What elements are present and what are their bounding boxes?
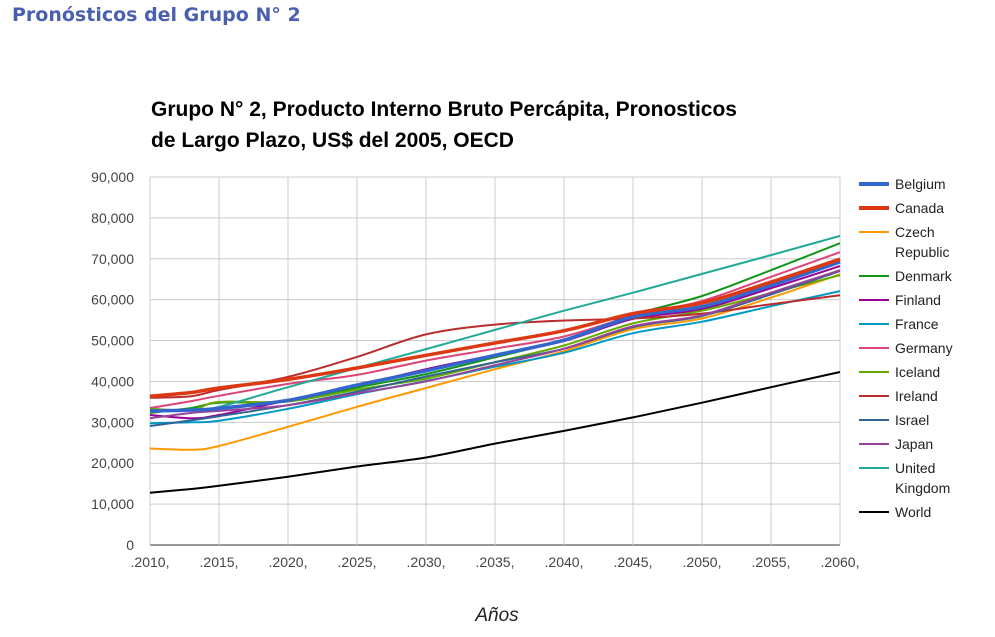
series-line-czech-republic xyxy=(149,273,841,451)
legend-label: World xyxy=(895,504,931,520)
legend-item[interactable]: Finland xyxy=(859,292,941,308)
legend-label: Belgium xyxy=(895,176,946,192)
gridlines xyxy=(149,176,841,546)
y-tick-label: 0 xyxy=(126,537,134,553)
legend-item[interactable]: United Kingdom xyxy=(859,460,950,496)
legend-label: Japan xyxy=(895,436,933,452)
legend-item[interactable]: France xyxy=(859,316,939,332)
legend-item[interactable]: Japan xyxy=(859,436,933,452)
legend-label: Denmark xyxy=(895,268,953,284)
y-tick-label: 80,000 xyxy=(91,210,134,226)
series-lines xyxy=(149,234,841,494)
series-line-germany xyxy=(149,251,841,409)
chart-title-line-1: Grupo N° 2, Producto Interno Bruto Percá… xyxy=(151,98,737,121)
page-heading: Pronósticos del Grupo N° 2 xyxy=(12,4,301,26)
legend-item[interactable]: Denmark xyxy=(859,268,953,284)
y-tick-label: 30,000 xyxy=(91,414,134,430)
x-tick-label: .2050, xyxy=(683,554,722,570)
series-line-canada xyxy=(149,257,841,398)
legend-item[interactable]: Ireland xyxy=(859,388,938,404)
y-tick-label: 10,000 xyxy=(91,496,134,512)
x-tick-label: .2045, xyxy=(614,554,653,570)
legend-label: France xyxy=(895,316,939,332)
y-tick-label: 50,000 xyxy=(91,333,134,349)
chart-title: Grupo N° 2, Producto Interno Bruto Percá… xyxy=(151,94,841,156)
legend: Belgium Canada Czech Republic Denmark Finland… xyxy=(859,176,953,520)
x-axis-label: Años xyxy=(474,605,519,626)
legend-item[interactable]: Israel xyxy=(859,412,929,428)
legend-label: Finland xyxy=(895,292,941,308)
legend-item[interactable]: World xyxy=(859,504,931,520)
x-tick-label: .2020, xyxy=(269,554,308,570)
x-tick-label: .2015, xyxy=(200,554,239,570)
y-tick-label: 20,000 xyxy=(91,455,134,471)
series-line-belgium xyxy=(149,260,841,413)
x-tick-label: .2010, xyxy=(131,554,170,570)
legend-label: Kingdom xyxy=(895,480,950,496)
x-tick-label: .2040, xyxy=(545,554,584,570)
legend-label: Iceland xyxy=(895,364,940,380)
series-line-iceland xyxy=(149,274,841,412)
legend-label: Czech xyxy=(895,224,935,240)
legend-item[interactable]: Canada xyxy=(859,200,944,216)
y-tick-label: 70,000 xyxy=(91,251,134,267)
legend-label: Israel xyxy=(895,412,929,428)
x-tick-label: .2025, xyxy=(338,554,377,570)
legend-label: United xyxy=(895,460,935,476)
legend-label: Ireland xyxy=(895,388,938,404)
legend-label: Canada xyxy=(895,200,944,216)
legend-label: Republic xyxy=(895,244,949,260)
x-tick-label: .2030, xyxy=(407,554,446,570)
y-axis-ticks: 0 10,000 20,000 30,000 40,000 50,000 60,000 70,… xyxy=(91,169,134,553)
chart-title-line-2: de Largo Plazo, US$ del 2005, OECD xyxy=(151,129,514,152)
x-tick-label: .2060, xyxy=(821,554,860,570)
legend-item[interactable]: Belgium xyxy=(859,176,946,192)
x-tick-label: .2055, xyxy=(752,554,791,570)
x-tick-label: .2035, xyxy=(476,554,515,570)
series-line-japan xyxy=(149,269,841,420)
series-line-world xyxy=(149,371,841,494)
legend-item[interactable]: Iceland xyxy=(859,364,940,380)
y-tick-label: 90,000 xyxy=(91,169,134,185)
legend-item[interactable]: Czech Republic xyxy=(859,224,949,260)
legend-item[interactable]: Germany xyxy=(859,340,953,356)
y-tick-label: 40,000 xyxy=(91,373,134,389)
y-tick-label: 60,000 xyxy=(91,292,134,308)
x-axis-ticks: .2010, .2015, .2020, .2025, .2030, .2035, .204… xyxy=(131,554,860,570)
legend-label: Germany xyxy=(895,340,953,356)
